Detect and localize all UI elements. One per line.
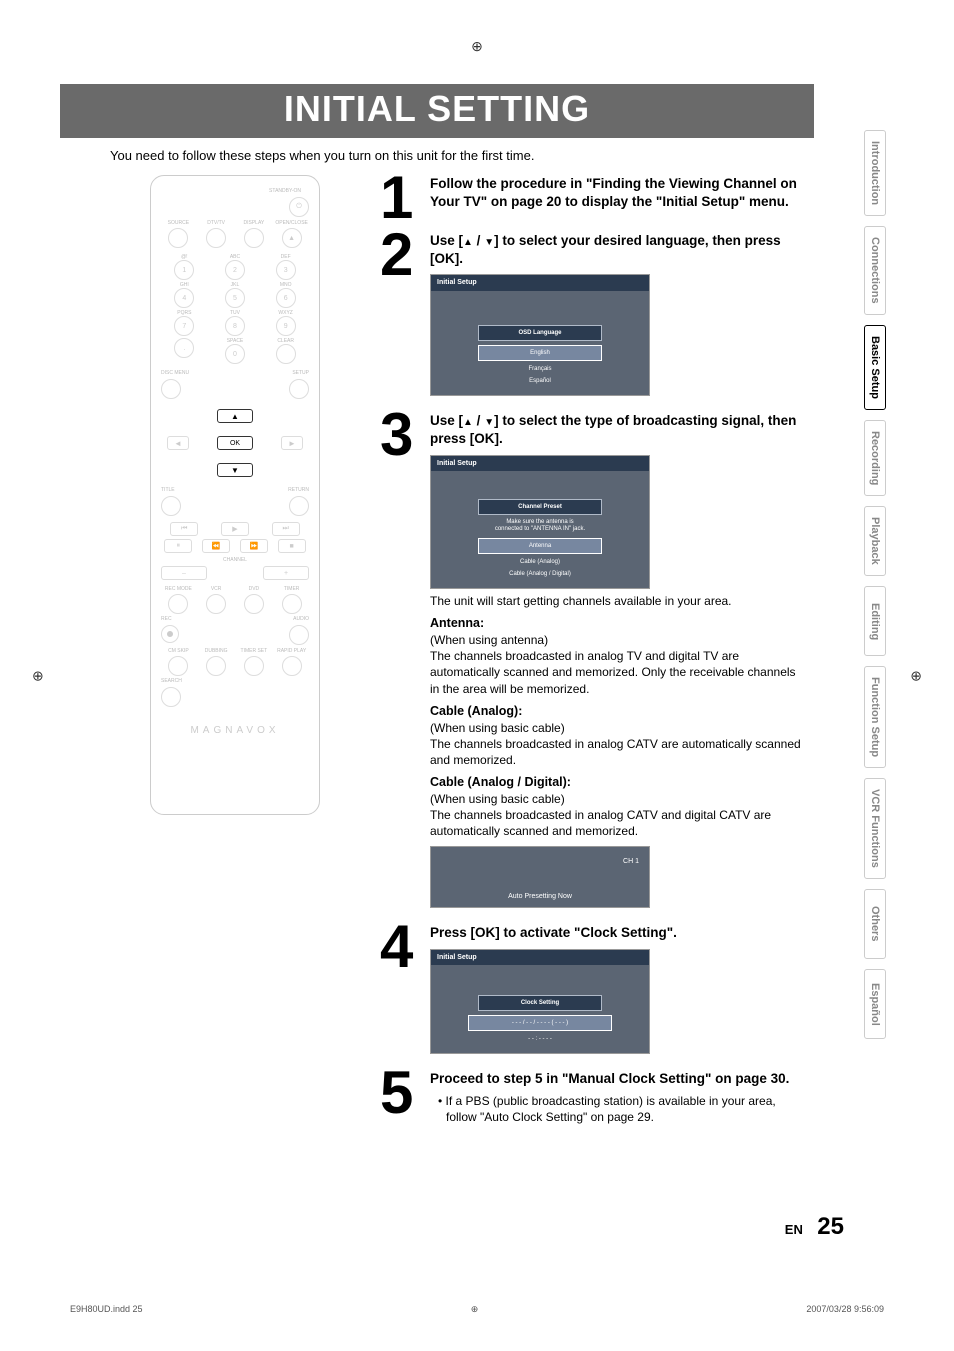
dvd-button	[244, 594, 264, 614]
page-footer: EN 25	[785, 1213, 844, 1241]
disc-menu-button	[161, 379, 181, 399]
right-button: ►	[281, 436, 303, 450]
osd-language-screen: Initial Setup OSD Language English Franç…	[430, 274, 650, 396]
cable-analog-heading: Cable (Analog):	[430, 703, 804, 720]
ok-button: OK	[217, 436, 253, 450]
keypad-8: 9	[276, 316, 296, 336]
open-close-button: ▲	[282, 228, 302, 248]
page-title-band: INITIAL SETTING	[60, 84, 814, 138]
up-triangle-icon: ▲	[463, 236, 473, 250]
rapid-play-button	[282, 656, 302, 676]
step-4-title: Press [OK] to activate "Clock Setting".	[430, 924, 804, 942]
audio-button	[289, 625, 309, 645]
keypad-0: 1	[174, 260, 194, 280]
down-triangle-icon: ▼	[484, 416, 494, 430]
keypad-11	[276, 344, 296, 364]
stop-button: ■	[278, 539, 306, 553]
step-3-intro: The unit will start getting channels ava…	[430, 593, 804, 609]
return-button	[289, 496, 309, 516]
crop-mark-left: ⊕	[32, 667, 44, 684]
keypad-2: 3	[276, 260, 296, 280]
step-5-title: Proceed to step 5 in "Manual Clock Setti…	[430, 1070, 804, 1088]
timer-button	[282, 594, 302, 614]
crop-mark-top: ⊕	[471, 38, 483, 55]
osd-channel-preset-screen: Initial Setup Channel Preset Make sure t…	[430, 455, 650, 589]
keypad-3: 4	[174, 288, 194, 308]
keypad-9: .	[174, 338, 194, 358]
osd-auto-preset-screen: CH 1 Auto Presetting Now	[430, 846, 650, 909]
rew-button: ⏪	[202, 539, 230, 553]
source-button	[168, 228, 188, 248]
timer-set-button	[244, 656, 264, 676]
step-2-number: 2	[380, 232, 420, 400]
step-3-title: Use [▲ / ▼] to select the type of broadc…	[430, 412, 804, 448]
standby-label: STANDBY-ON	[161, 188, 309, 194]
section-tab: Playback	[864, 506, 886, 576]
ff-button: ⏩	[240, 539, 268, 553]
skip-fwd-button: ⏭	[272, 522, 300, 536]
keypad-6: 7	[174, 316, 194, 336]
section-tab: Connections	[864, 226, 886, 315]
search-button	[161, 687, 181, 707]
play-button: ▶	[221, 522, 249, 536]
nav-cluster: ▲ ▼ ◄ ► OK	[161, 403, 309, 483]
ch-up-button: +	[263, 566, 309, 580]
document-footer: E9H80UD.indd 25 ⊕ 2007/03/28 9:56:09	[70, 1304, 884, 1315]
up-button: ▲	[217, 409, 253, 423]
osd-clock-setting-screen: Initial Setup Clock Setting - - - / - - …	[430, 949, 650, 1055]
brand-logo: MAGNAVOX	[161, 725, 309, 736]
keypad-1: 2	[225, 260, 245, 280]
vcr-button	[206, 594, 226, 614]
section-tab: Español	[864, 969, 886, 1039]
down-button: ▼	[217, 463, 253, 477]
step-2-title: Use [▲ / ▼] to select your desired langu…	[430, 232, 804, 268]
cable-analog-digital-heading: Cable (Analog / Digital):	[430, 774, 804, 791]
keypad-7: 8	[225, 316, 245, 336]
step-1-title: Follow the procedure in "Finding the Vie…	[430, 175, 804, 211]
section-tab: Recording	[864, 420, 886, 496]
section-tab: Function Setup	[864, 666, 886, 768]
skip-back-button: ⏮	[170, 522, 198, 536]
antenna-heading: Antenna:	[430, 615, 804, 632]
keypad-5: 6	[276, 288, 296, 308]
ch-down-button: –	[161, 566, 207, 580]
up-triangle-icon: ▲	[463, 416, 473, 430]
crop-mark-right: ⊕	[910, 667, 922, 684]
dubbing-button	[206, 656, 226, 676]
rec-button	[161, 625, 179, 643]
keypad: @!1ABC2DEF3GHI4JKL5MNO6PQRS7TUV8WXYZ9.SP…	[161, 254, 309, 364]
section-tab: VCR Functions	[864, 778, 886, 879]
setup-button	[289, 379, 309, 399]
subtitle: You need to follow these steps when you …	[110, 148, 894, 163]
down-triangle-icon: ▼	[484, 236, 494, 250]
left-button: ◄	[167, 436, 189, 450]
section-tab: Editing	[864, 586, 886, 656]
step-4-number: 4	[380, 924, 420, 1058]
display-button	[244, 228, 264, 248]
section-tab: Introduction	[864, 130, 886, 216]
pause-button: ⏸	[164, 539, 192, 553]
step-5-bullet: • If a PBS (public broadcasting station)…	[434, 1093, 804, 1125]
step-1-number: 1	[380, 175, 420, 220]
section-tab: Others	[864, 889, 886, 959]
step-3-number: 3	[380, 412, 420, 912]
section-tab: Basic Setup	[864, 325, 886, 410]
title-button	[161, 496, 181, 516]
remote-control-illustration: STANDBY-ON ⏻ SOURCE DTV/TV DISPLAY OPEN/…	[150, 175, 320, 815]
standby-button: ⏻	[289, 197, 309, 217]
cm-skip-button	[168, 656, 188, 676]
keypad-10: 0	[225, 344, 245, 364]
rec-mode-button	[168, 594, 188, 614]
keypad-4: 5	[225, 288, 245, 308]
dtv-tv-button	[206, 228, 226, 248]
step-5-number: 5	[380, 1070, 420, 1125]
side-tabs: Introduction Connections Basic Setup Record…	[864, 130, 886, 1039]
